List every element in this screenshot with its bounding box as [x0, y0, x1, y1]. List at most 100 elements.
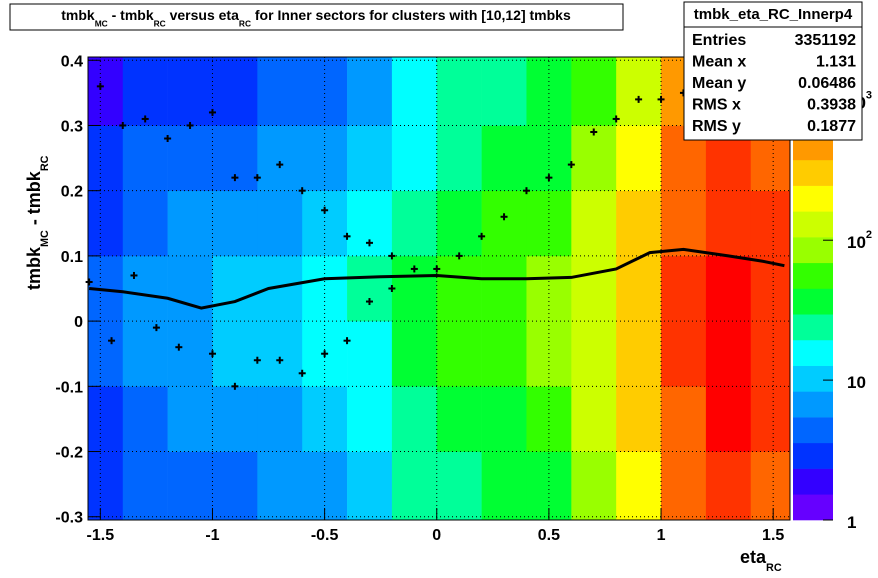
- heat-cell: [167, 321, 213, 387]
- heat-cell: [661, 190, 707, 257]
- stats-value: 3351192: [795, 32, 857, 49]
- marker: [276, 356, 284, 364]
- heat-cell: [616, 125, 662, 191]
- stats-box: [683, 1, 863, 141]
- text-part: for Inner sectors for clusters with [10,…: [251, 7, 571, 23]
- heat-cell: [347, 321, 393, 387]
- color-bar-band: [793, 262, 833, 289]
- heat-cell: [257, 125, 303, 191]
- color-bar-band: [793, 494, 833, 521]
- heat-cell: [212, 190, 258, 257]
- heat-cell: [526, 57, 572, 126]
- heat-cell: [167, 125, 213, 191]
- heat-cell: [571, 255, 617, 322]
- color-bar-band: [793, 237, 833, 264]
- y-tick-label: 0.1: [61, 249, 83, 266]
- marker: [108, 337, 116, 345]
- heat-cell: [347, 125, 393, 191]
- heat-cell: [122, 57, 168, 126]
- heat-cell: [436, 255, 482, 322]
- x-tick-label: -0.5: [311, 527, 339, 544]
- marker: [410, 265, 418, 273]
- heat-cell: [88, 451, 124, 521]
- profile-line: [88, 247, 785, 310]
- heat-cell: [526, 190, 572, 257]
- marker: [164, 135, 172, 143]
- stats-value: 0.1877: [807, 118, 856, 135]
- color-bar-band: [793, 185, 833, 212]
- marker: [175, 343, 183, 351]
- heat-cell: [481, 451, 527, 521]
- marker: [343, 337, 351, 345]
- heat-cell: [167, 451, 213, 521]
- stats-value: 1.131: [816, 54, 856, 71]
- heat-cell: [212, 451, 258, 521]
- color-bar-band: [793, 288, 833, 315]
- text-part: MC: [39, 230, 51, 247]
- x-tick-label: 1.5: [762, 527, 784, 544]
- marker: [96, 82, 104, 90]
- x-tick-label: 0.5: [538, 527, 560, 544]
- heat-cell: [661, 321, 707, 387]
- x-tick-label: -1: [205, 527, 219, 544]
- marker: [141, 115, 149, 123]
- heat-cell: [526, 386, 572, 452]
- x-tick-label: -1.5: [87, 527, 115, 544]
- plot-frame: [87, 56, 791, 521]
- text-part: versus eta: [166, 7, 239, 23]
- marker: [85, 278, 93, 286]
- marker: [365, 239, 373, 247]
- heat-cell: [750, 451, 791, 521]
- heat-cell: [616, 57, 662, 126]
- heat-cell: [88, 386, 124, 452]
- heat-cell: [347, 57, 393, 126]
- heat-cell: [257, 321, 303, 387]
- heat-cell: [391, 451, 438, 521]
- title-box: [9, 3, 624, 31]
- marker: [208, 350, 216, 358]
- marker: [130, 271, 138, 279]
- heat-cell: [257, 57, 303, 126]
- heat-cell: [167, 255, 213, 322]
- text-part: eta: [740, 547, 767, 567]
- heat-cell: [212, 255, 258, 322]
- marker: [119, 121, 127, 129]
- text-part: tmbk: [61, 7, 95, 23]
- heat-cell: [88, 190, 124, 257]
- heat-cell: [122, 255, 168, 322]
- heat-cell: [436, 125, 482, 191]
- marker: [388, 252, 396, 260]
- stats-name: tmbk_eta_RC_Innerp4: [694, 6, 853, 23]
- heat-cell: [391, 321, 438, 387]
- color-bar-band: [793, 442, 833, 469]
- marker: [590, 128, 598, 136]
- heat-cell: [88, 321, 124, 387]
- marker: [321, 206, 329, 214]
- heat-cell: [391, 386, 438, 452]
- heat-cell: [481, 57, 527, 126]
- color-bar-band: [793, 417, 833, 444]
- marker: [321, 350, 329, 358]
- heat-cell: [302, 125, 348, 191]
- heat-cell: [526, 255, 572, 322]
- z-tick-text: 1: [847, 513, 856, 532]
- rich-text: tmbkMC - tmbkRC versus etaRC for Inner s…: [61, 7, 571, 28]
- text-part: MC: [95, 18, 108, 28]
- heat-cell: [481, 321, 527, 387]
- color-bar-band: [793, 314, 833, 341]
- heat-cell: [661, 451, 707, 521]
- z-tick-sup: 2: [866, 229, 872, 241]
- z-tick-label: 10: [847, 373, 866, 392]
- heat-cell: [212, 57, 258, 126]
- heat-cell: [347, 255, 393, 322]
- color-bar-band: [793, 365, 833, 392]
- heat-cell: [750, 386, 791, 452]
- heat-cell: [750, 321, 791, 387]
- heat-cell: [347, 386, 393, 452]
- heat-cell: [257, 386, 303, 452]
- marker: [276, 161, 284, 169]
- heat-cell: [167, 57, 213, 126]
- marker: [231, 382, 239, 390]
- heat-cell: [88, 57, 124, 126]
- heat-cell: [391, 190, 438, 257]
